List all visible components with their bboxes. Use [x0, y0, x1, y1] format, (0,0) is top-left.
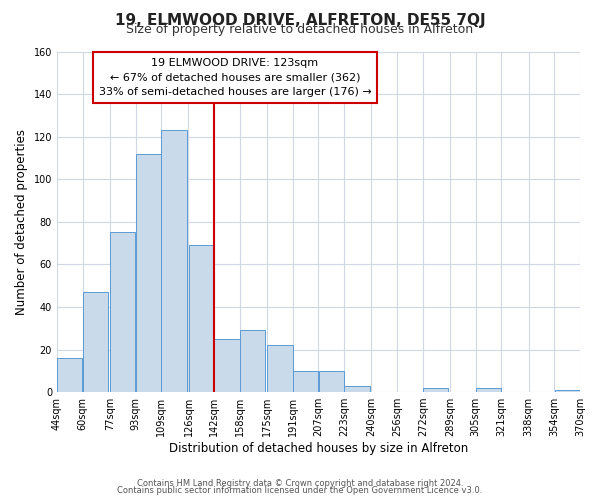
Bar: [189, 245, 214, 392]
Text: Size of property relative to detached houses in Alfreton: Size of property relative to detached ho…: [127, 22, 473, 36]
Bar: [161, 130, 187, 392]
Bar: [136, 154, 161, 392]
X-axis label: Distribution of detached houses by size in Alfreton: Distribution of detached houses by size …: [169, 442, 468, 455]
Bar: [57, 358, 82, 392]
Bar: [476, 388, 501, 392]
Bar: [554, 390, 580, 392]
Bar: [268, 346, 293, 392]
Text: 19 ELMWOOD DRIVE: 123sqm
← 67% of detached houses are smaller (362)
33% of semi-: 19 ELMWOOD DRIVE: 123sqm ← 67% of detach…: [98, 58, 371, 98]
Bar: [344, 386, 370, 392]
Bar: [319, 371, 344, 392]
Bar: [110, 232, 135, 392]
Bar: [240, 330, 265, 392]
Bar: [214, 339, 239, 392]
Bar: [293, 371, 318, 392]
Y-axis label: Number of detached properties: Number of detached properties: [15, 129, 28, 315]
Text: 19, ELMWOOD DRIVE, ALFRETON, DE55 7QJ: 19, ELMWOOD DRIVE, ALFRETON, DE55 7QJ: [115, 12, 485, 28]
Bar: [423, 388, 448, 392]
Text: Contains public sector information licensed under the Open Government Licence v3: Contains public sector information licen…: [118, 486, 482, 495]
Bar: [83, 292, 108, 392]
Text: Contains HM Land Registry data © Crown copyright and database right 2024.: Contains HM Land Registry data © Crown c…: [137, 478, 463, 488]
